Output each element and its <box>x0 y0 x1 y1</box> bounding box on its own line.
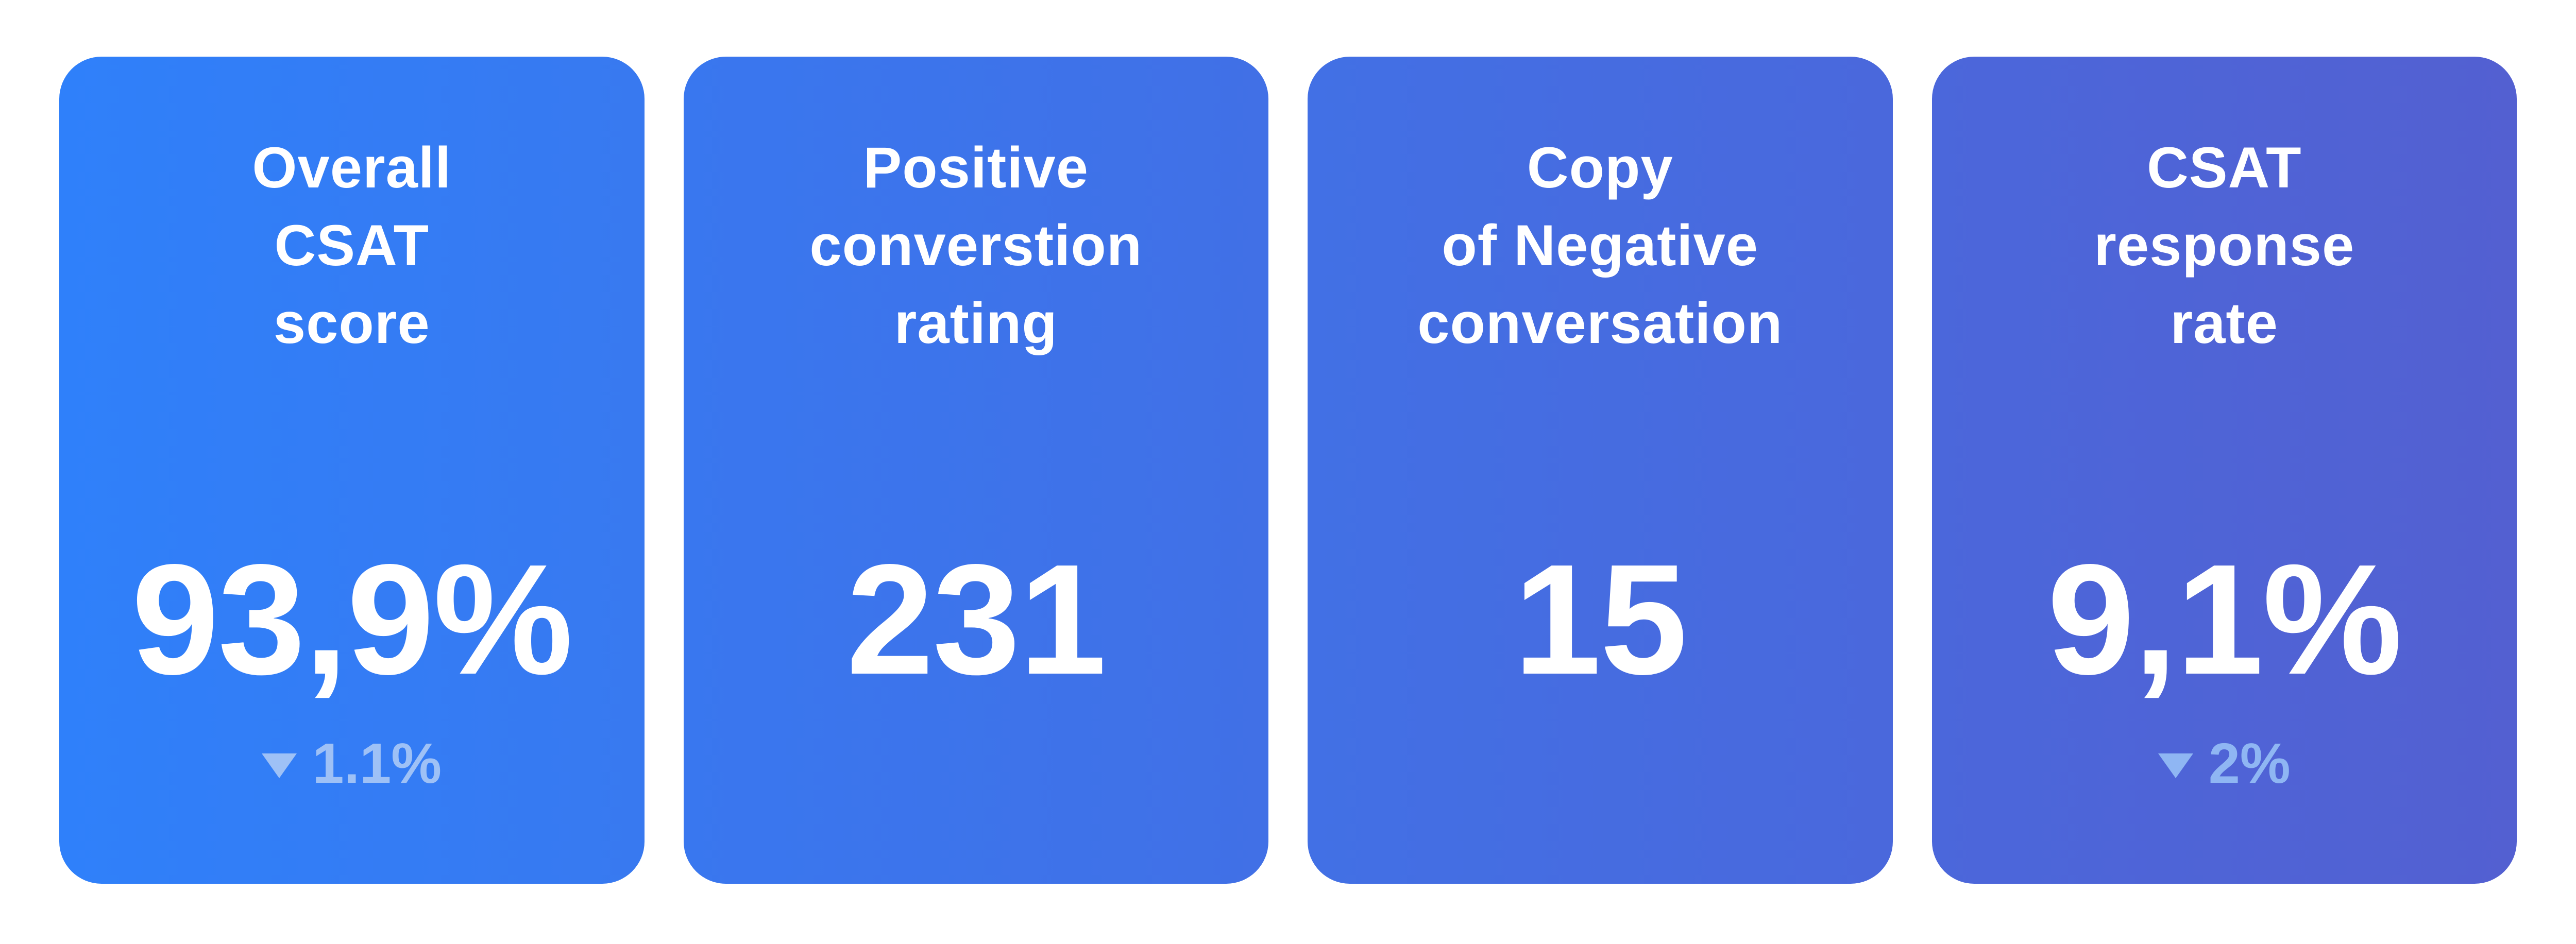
card-title: CSAT response rate <box>2094 135 2355 356</box>
card-value: 231 <box>846 531 1107 707</box>
delta-row: 2% <box>2158 734 2291 793</box>
card-title: Positive converstion rating <box>809 135 1143 356</box>
kpi-card-overall-csat-score: Overall CSAT score 93,9% 1.1% <box>59 57 645 884</box>
triangle-down-icon <box>262 753 297 778</box>
card-value: 93,9% <box>131 531 573 707</box>
card-title: Overall CSAT score <box>252 135 452 356</box>
delta-label: 2% <box>2208 731 2291 795</box>
triangle-down-icon <box>2158 753 2193 778</box>
card-value: 9,1% <box>2047 531 2402 707</box>
card-title: Copy of Negative conversation <box>1417 135 1783 356</box>
card-value: 15 <box>1514 531 1687 707</box>
delta-row: 1.1% <box>262 734 442 793</box>
kpi-card-positive-converstion-rating: Positive converstion rating 231 <box>683 57 1268 884</box>
kpi-card-csat-response-rate: CSAT response rate 9,1% 2% <box>1931 57 2517 884</box>
delta-label: 1.1% <box>312 731 442 795</box>
kpi-card-copy-of-negative-conversation: Copy of Negative conversation 15 <box>1308 57 1893 884</box>
